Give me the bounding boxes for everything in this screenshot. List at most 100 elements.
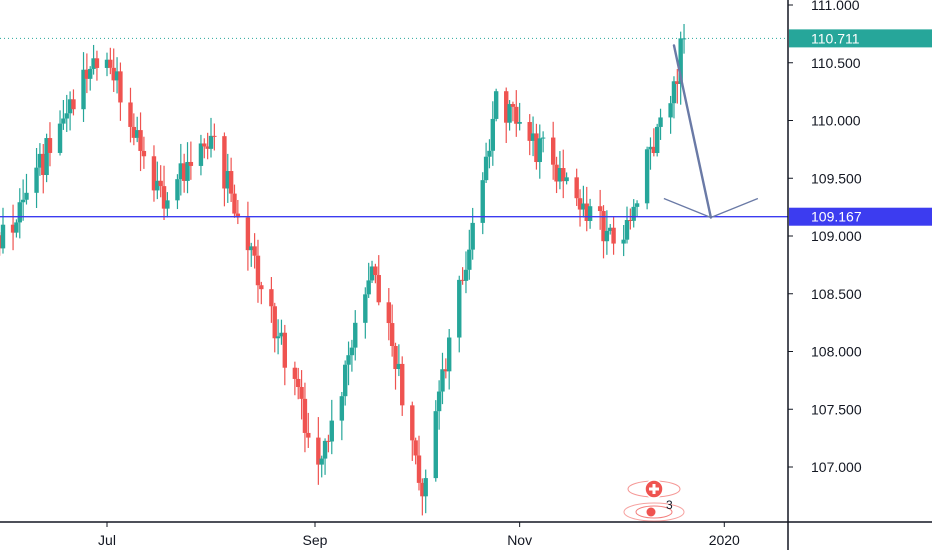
candle-body [353,322,358,348]
candle [131,113,137,146]
candle-body [205,146,210,149]
candle-body [490,118,496,151]
candle [550,121,556,180]
projection-arrow-head [663,197,759,219]
candle [138,112,143,172]
candle-body [654,126,660,154]
candle [20,179,26,221]
candle-body [373,266,378,276]
candle-body [648,146,653,150]
y-tick-label: 107.000 [811,459,862,475]
candle-body [540,137,546,139]
y-tick-label: 111.000 [811,0,860,13]
candle [621,225,626,257]
candle [272,302,277,353]
candle-body [436,391,442,412]
flag-plus-icon[interactable] [627,479,681,499]
candle [648,137,653,170]
candle-body [302,398,308,433]
candle [41,144,46,194]
candle [14,219,19,238]
candle-body [37,153,43,168]
candle-body [198,143,204,166]
candle-body [366,280,371,295]
candle [349,339,355,372]
candle [34,148,39,209]
candle [510,101,516,122]
candle [561,149,566,199]
candle-body [155,180,160,191]
candle [604,210,610,255]
candle [373,263,378,284]
candle-body [118,71,123,103]
candle [212,123,217,151]
y-tick-label: 108.000 [811,344,862,360]
candle-body [14,222,19,233]
candle [17,188,22,239]
candle-body [47,138,53,153]
candle-body [275,336,281,339]
candle [631,199,636,228]
candle [480,172,485,235]
candle [574,168,579,206]
candle [467,229,472,280]
events-icon[interactable]: 3 [623,498,685,522]
candle-body [0,224,6,249]
candle-body [114,71,120,81]
x-tick-label: Nov [507,532,532,548]
candle [396,344,402,377]
candle-body [252,246,257,256]
candle [577,189,583,227]
candle-body [507,104,512,123]
candle-body [537,138,542,163]
candle [413,437,418,465]
candle [185,142,190,194]
candle-body [245,217,251,251]
y-tick-label: 110.500 [811,55,861,71]
candle [252,233,257,269]
candle-body [470,222,475,250]
candle-body [410,405,415,441]
candle-body [584,203,589,221]
candle [44,133,49,183]
candle [611,216,616,255]
candle [668,95,673,134]
candle [490,101,496,166]
candle-body [463,269,469,281]
candle [67,91,73,131]
candle-body [296,378,301,388]
candle-body [346,355,351,365]
candle-body [413,440,418,456]
candle-body [457,279,462,338]
candle-body [624,219,630,240]
candle [628,208,633,230]
candle [47,122,53,167]
candle-body [644,149,650,204]
candle-body [504,91,509,123]
candle-body [608,227,613,231]
candle [235,199,241,225]
candle [71,89,76,116]
candle [188,141,194,180]
events-count: 3 [666,498,673,512]
candle-body [299,387,304,399]
candle [275,319,281,355]
candle [208,117,214,158]
candle [400,356,405,416]
candle [232,184,237,218]
candle [178,143,184,196]
candle-body [577,198,583,210]
candle [678,31,683,105]
candle-body [178,163,184,180]
candle [134,116,140,143]
candle-body [71,99,76,110]
candle-body [561,168,566,182]
candle [128,87,133,143]
candle [601,205,606,259]
candle [517,102,522,131]
candle-body [581,203,586,210]
candle [108,47,113,75]
candle [463,251,469,294]
candle [446,328,452,390]
